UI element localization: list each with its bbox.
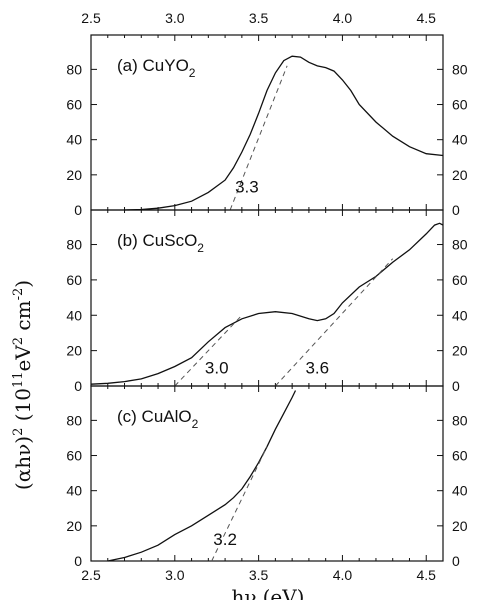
panel-label-main: (a) CuYO xyxy=(117,56,189,75)
y-tick-label-right: 40 xyxy=(452,132,468,148)
y-tick-label-left: 80 xyxy=(66,61,82,77)
x-tick-label-bottom: 2.5 xyxy=(81,567,101,583)
panel-label-main: (c) CuAlO xyxy=(117,407,192,426)
tangent-line xyxy=(211,446,268,562)
y-tick-label-left: 60 xyxy=(66,448,82,464)
y-tick-label-right: 60 xyxy=(452,448,468,464)
x-tick-label-bottom: 3.5 xyxy=(249,567,269,583)
y-axis-title: (αhν)2 (1011eV2 cm-2) xyxy=(11,280,35,490)
bandgap-label: 3.3 xyxy=(235,177,259,196)
y-tick-label-right: 60 xyxy=(452,97,468,113)
tangent-line xyxy=(275,258,394,387)
panel-2: 0 0 20 20 40 40 60 60 80 80 3.2 (c) CuAlO2 xyxy=(66,385,468,569)
x-tick-label-top: 3.0 xyxy=(165,10,185,26)
y-axis-title-mid3: cm xyxy=(11,300,35,337)
y-tick-label-right: 80 xyxy=(452,412,468,428)
tangent-line xyxy=(174,314,243,387)
y-tick-label-left: 0 xyxy=(74,202,82,218)
panel-frame xyxy=(90,385,444,562)
panel-label: (c) CuAlO2 xyxy=(117,407,199,431)
y-tick-label-left: 0 xyxy=(74,553,82,569)
y-axis-title-mid: (10 xyxy=(11,388,35,428)
series-line xyxy=(90,222,444,385)
bandgap-label: 3.2 xyxy=(213,530,237,549)
y-tick-label-left: 20 xyxy=(66,343,82,359)
y-axis-title-exp2: 11 xyxy=(11,371,26,388)
y-tick-label-left: 20 xyxy=(66,167,82,183)
panel-label-main: (b) CuScO xyxy=(117,231,197,250)
y-tick-label-left: 80 xyxy=(66,412,82,428)
panel-label-subscript: 2 xyxy=(192,417,199,431)
y-tick-label-left: 60 xyxy=(66,97,82,113)
y-tick-label-right: 0 xyxy=(452,378,460,394)
y-tick-label-right: 20 xyxy=(452,518,468,534)
series-line xyxy=(124,55,444,211)
y-tick-label-right: 40 xyxy=(452,307,468,323)
y-tick-label-right: 20 xyxy=(452,167,468,183)
y-tick-label-left: 60 xyxy=(66,272,82,288)
panel-1: 0 0 20 20 40 40 60 60 80 80 3.0 3.6 (b) CuScO2 xyxy=(66,209,468,394)
x-tick-label-top: 3.5 xyxy=(249,10,269,26)
bandgap-label: 3.6 xyxy=(305,359,329,378)
y-axis-title-exp: 2 xyxy=(11,428,26,436)
y-tick-label-left: 0 xyxy=(74,378,82,394)
panel-label: (a) CuYO2 xyxy=(117,56,196,80)
panel-0: 0 0 20 20 40 40 60 60 80 80 3.3 (a) CuYO2 xyxy=(66,34,468,218)
y-tick-label-right: 80 xyxy=(452,237,468,253)
y-axis-title-end: ) xyxy=(11,280,35,288)
x-tick-label-top: 2.5 xyxy=(81,10,101,26)
y-tick-label-left: 20 xyxy=(66,518,82,534)
y-tick-label-right: 40 xyxy=(452,483,468,499)
axis-titles: (αhν)2 (1011eV2 cm-2) hν (eV) xyxy=(11,280,304,600)
x-tick-label-top: 4.0 xyxy=(333,10,353,26)
y-tick-label-right: 0 xyxy=(452,553,460,569)
y-tick-label-left: 40 xyxy=(66,307,82,323)
y-tick-label-left: 80 xyxy=(66,237,82,253)
tangent-line xyxy=(229,65,288,211)
panel-label-subscript: 2 xyxy=(197,241,204,255)
x-tick-label-bottom: 4.0 xyxy=(333,567,353,583)
y-tick-label-right: 80 xyxy=(452,61,468,77)
panel-label: (b) CuScO2 xyxy=(117,231,204,255)
y-axis-title-exp4: -2 xyxy=(11,288,26,301)
y-axis-title-exp3: 2 xyxy=(11,337,26,345)
x-axis-title-main: hν xyxy=(232,585,257,600)
y-tick-label-left: 40 xyxy=(66,132,82,148)
y-tick-label-right: 60 xyxy=(452,272,468,288)
panel-label-subscript: 2 xyxy=(189,66,196,80)
y-axis-title-prefix: (αhν) xyxy=(11,436,35,490)
y-axis-title-mid2: eV xyxy=(11,345,35,372)
bandgap-label: 3.0 xyxy=(205,359,229,378)
y-tick-label-right: 20 xyxy=(452,343,468,359)
x-tick-label-bottom: 4.5 xyxy=(417,567,437,583)
x-tick-label-top: 4.5 xyxy=(417,10,437,26)
x-tick-label-bottom: 3.0 xyxy=(165,567,185,583)
series-line xyxy=(107,390,297,562)
x-axis-title-unit: (eV) xyxy=(263,585,305,600)
y-tick-label-left: 40 xyxy=(66,483,82,499)
y-tick-label-right: 0 xyxy=(452,202,460,218)
x-axis-title: hν (eV) xyxy=(232,585,305,600)
